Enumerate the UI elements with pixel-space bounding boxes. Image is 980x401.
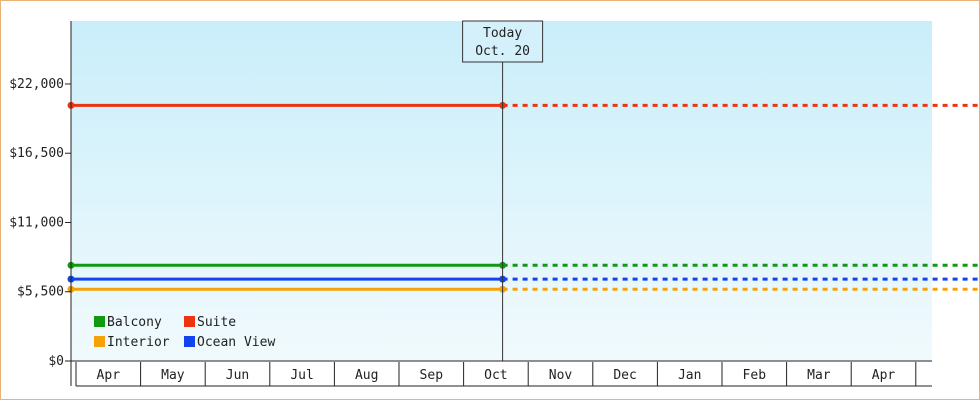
month-label: Dec bbox=[613, 368, 636, 383]
y-axis: $0 $5,500 $11,000 $16,500 $22,000 bbox=[9, 21, 71, 386]
x-axis: Apr May Jun Jul Aug Sep Oct Nov Dec Jan Feb Mar Apr bbox=[71, 361, 932, 386]
legend-swatch bbox=[184, 336, 195, 347]
y-tick-label: $5,500 bbox=[17, 285, 64, 300]
legend-swatch bbox=[94, 316, 105, 327]
y-tick-label: $16,500 bbox=[9, 146, 64, 161]
month-label: Mar bbox=[807, 368, 831, 383]
y-tick-label: $0 bbox=[48, 354, 64, 369]
month-label: Jun bbox=[226, 368, 249, 383]
legend-label: Interior bbox=[107, 335, 170, 350]
month-label: Feb bbox=[743, 368, 767, 383]
month-label: Apr bbox=[97, 368, 121, 383]
month-label: Apr bbox=[872, 368, 896, 383]
month-label: Jul bbox=[290, 368, 313, 383]
legend-swatch bbox=[184, 316, 195, 327]
y-tick-label: $11,000 bbox=[9, 215, 64, 230]
month-label: Jan bbox=[678, 368, 701, 383]
legend-label: Suite bbox=[197, 315, 236, 330]
month-label: Nov bbox=[549, 368, 573, 383]
month-label: Aug bbox=[355, 368, 378, 383]
legend-label: Ocean View bbox=[197, 335, 275, 350]
legend-swatch bbox=[94, 336, 105, 347]
month-label: May bbox=[161, 368, 185, 383]
month-label: Sep bbox=[420, 368, 444, 383]
month-label: Oct bbox=[484, 368, 507, 383]
y-tick-label: $22,000 bbox=[9, 77, 64, 92]
plot-background bbox=[71, 21, 932, 361]
today-date: Oct. 20 bbox=[475, 44, 530, 59]
today-label: Today bbox=[483, 26, 522, 41]
legend-label: Balcony bbox=[107, 315, 162, 330]
